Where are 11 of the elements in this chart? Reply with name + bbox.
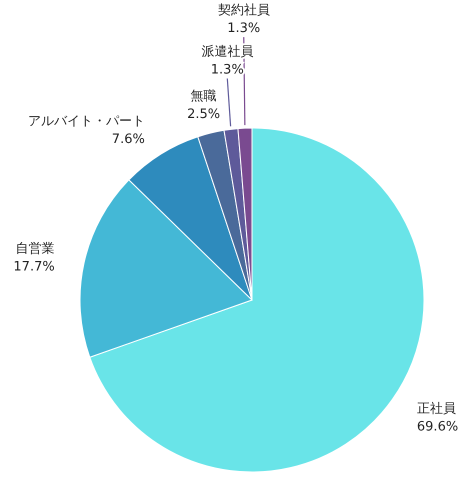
slice-label: 自営業 [16, 242, 55, 257]
slice-label: アルバイト・パート [28, 114, 145, 129]
data-label: 69.6% [416, 420, 458, 435]
data-label: 1.3% [210, 62, 244, 78]
slice-label: 無職 [190, 88, 217, 104]
data-label: 17.7% [13, 260, 55, 275]
slice-label: 正社員 [416, 402, 456, 417]
data-label: 2.5% [187, 106, 220, 122]
slice-label: 契約社員 [218, 3, 270, 18]
data-label: 1.3% [227, 21, 260, 36]
data-label: 7.6% [112, 132, 145, 147]
